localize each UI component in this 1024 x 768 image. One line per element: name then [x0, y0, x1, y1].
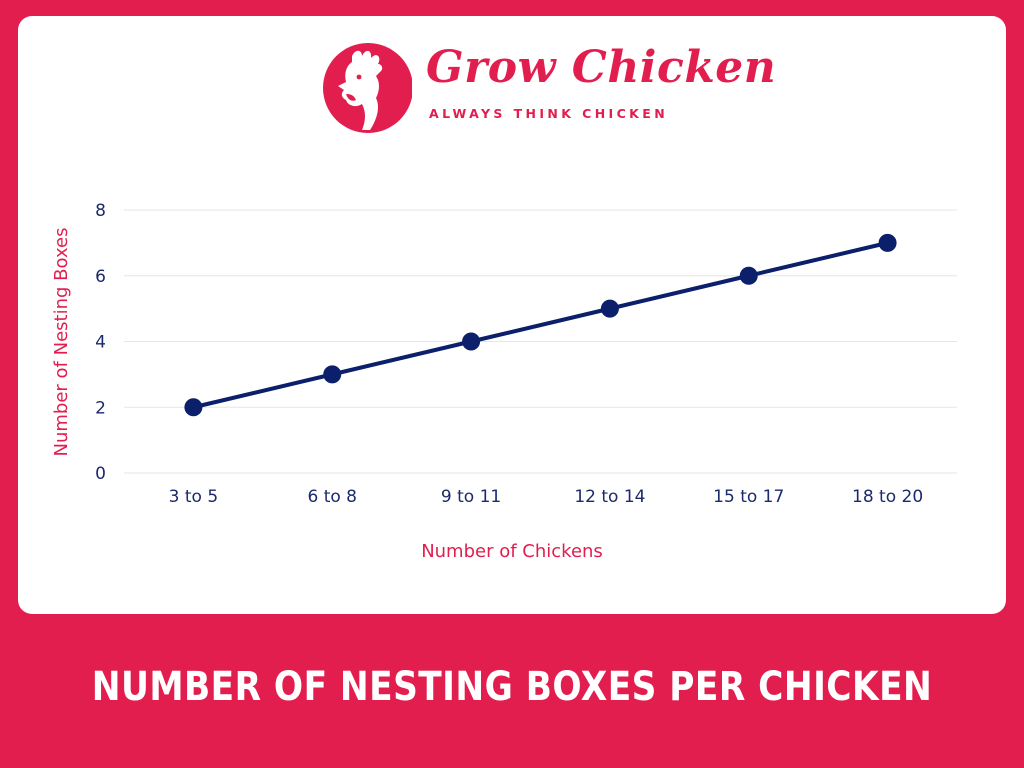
chart-card — [18, 16, 1006, 614]
x-tick-labels: 3 to 5 6 to 8 9 to 11 12 to 14 15 to 17 18 to… — [169, 487, 923, 507]
data-point — [739, 266, 758, 285]
x-tick-label: 15 to 17 — [713, 487, 784, 507]
data-points — [184, 233, 897, 417]
y-axis-title: Number of Nesting Boxes — [51, 228, 72, 457]
y-tick-label: 4 — [95, 333, 106, 353]
brand-logo: Grow Chicken ALWAYS THINK CHICKEN — [322, 42, 776, 134]
data-point — [600, 299, 619, 318]
y-tick-label: 6 — [95, 267, 106, 287]
x-tick-label: 6 to 8 — [307, 487, 357, 507]
x-tick-label: 9 to 11 — [441, 487, 501, 507]
x-tick-label: 12 to 14 — [574, 487, 645, 507]
y-tick-label: 2 — [95, 398, 106, 418]
brand-tagline: ALWAYS THINK CHICKEN — [429, 106, 669, 121]
y-tick-labels: 0 2 4 6 8 — [95, 201, 106, 484]
x-tick-label: 18 to 20 — [852, 487, 923, 507]
x-tick-label: 3 to 5 — [169, 487, 219, 507]
data-point — [462, 332, 481, 351]
grid-lines — [124, 209, 957, 474]
data-point — [878, 233, 897, 252]
series-line — [192, 240, 889, 410]
brand-name: Grow Chicken — [426, 42, 777, 93]
data-point — [323, 365, 342, 384]
series-line-0 — [192, 240, 889, 410]
y-tick-label: 0 — [95, 464, 106, 484]
data-point — [184, 398, 203, 417]
rooster-icon — [323, 43, 412, 133]
y-tick-label: 8 — [95, 201, 106, 221]
x-axis-title: Number of Chickens — [421, 541, 603, 562]
chart-title: NUMBER OF NESTING BOXES PER CHICKEN — [91, 664, 933, 710]
